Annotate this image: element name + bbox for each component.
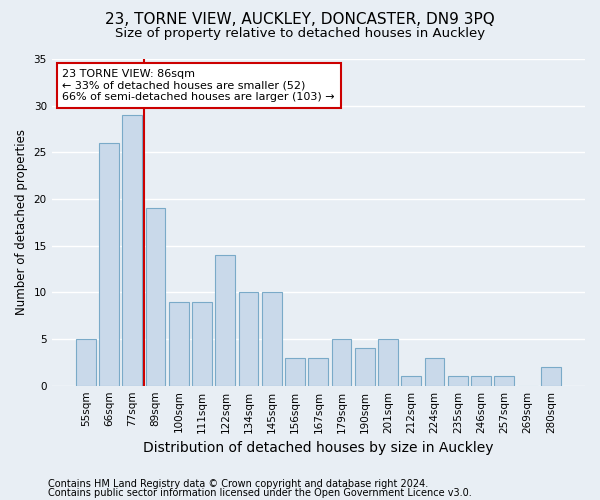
Bar (378, 339, 398, 386)
Text: Contains HM Land Registry data © Crown copyright and database right 2024.: Contains HM Land Registry data © Crown c… (48, 479, 428, 489)
Bar (448, 376, 468, 386)
Bar (308, 358, 328, 386)
Bar (285, 358, 305, 386)
Bar (494, 376, 514, 386)
Bar (541, 367, 561, 386)
X-axis label: Distribution of detached houses by size in Auckley: Distribution of detached houses by size … (143, 441, 494, 455)
Bar (146, 208, 166, 386)
Text: Size of property relative to detached houses in Auckley: Size of property relative to detached ho… (115, 28, 485, 40)
Bar (169, 302, 188, 386)
Bar (239, 292, 259, 386)
Text: 23, TORNE VIEW, AUCKLEY, DONCASTER, DN9 3PQ: 23, TORNE VIEW, AUCKLEY, DONCASTER, DN9 … (105, 12, 495, 28)
Text: 23 TORNE VIEW: 86sqm
← 33% of detached houses are smaller (52)
66% of semi-detac: 23 TORNE VIEW: 86sqm ← 33% of detached h… (62, 69, 335, 102)
Bar (425, 358, 445, 386)
Bar (471, 376, 491, 386)
Bar (215, 255, 235, 386)
Text: Contains public sector information licensed under the Open Government Licence v3: Contains public sector information licen… (48, 488, 472, 498)
Bar (262, 292, 282, 386)
Bar (332, 339, 352, 386)
Bar (401, 376, 421, 386)
Bar (192, 302, 212, 386)
Bar (99, 143, 119, 386)
Bar (122, 115, 142, 386)
Bar (355, 348, 375, 386)
Y-axis label: Number of detached properties: Number of detached properties (15, 130, 28, 316)
Bar (76, 339, 95, 386)
